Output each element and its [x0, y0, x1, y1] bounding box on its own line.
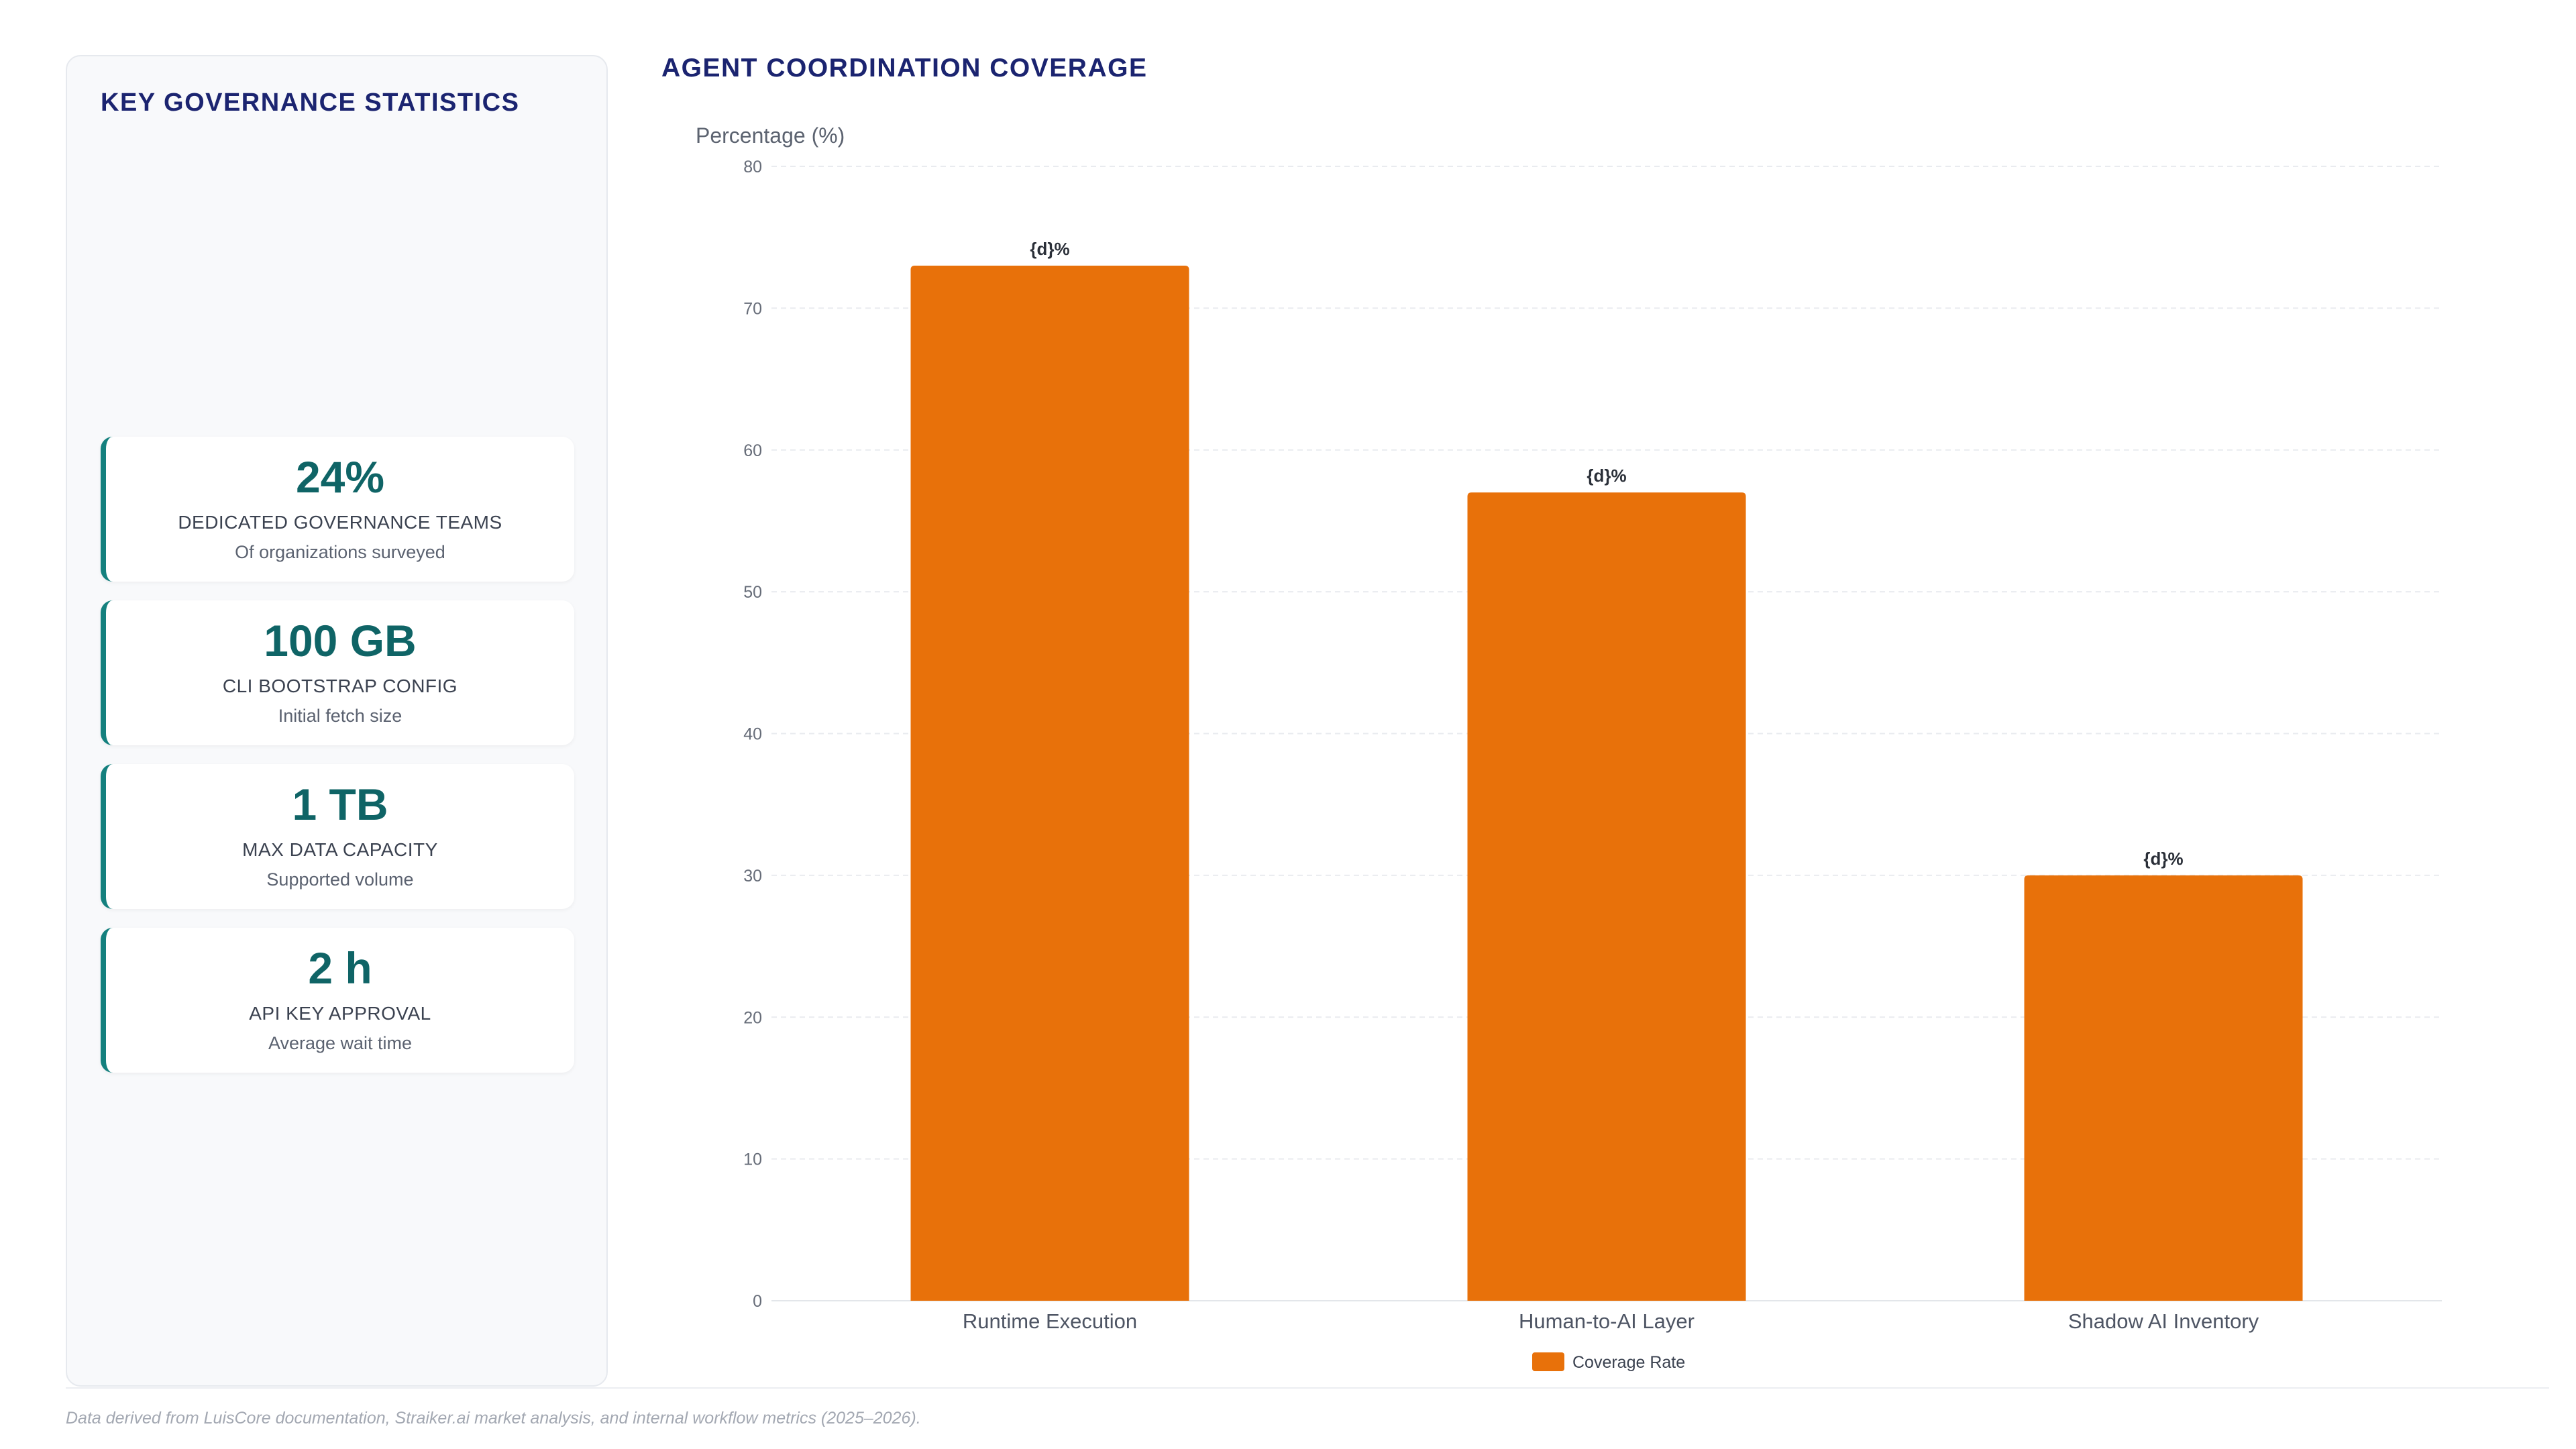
stat-subtext: Initial fetch size: [278, 706, 402, 726]
chart-title: AGENT COORDINATION COVERAGE: [661, 54, 1148, 83]
stat-card-governance-teams: 24% DEDICATED GOVERNANCE TEAMS Of organi…: [101, 437, 574, 582]
x-category-label: Human-to-AI Layer: [1519, 1309, 1695, 1333]
y-tick-label: 70: [743, 299, 762, 318]
bar-data-label: {d}%: [1030, 239, 1069, 259]
stat-value: 24%: [295, 452, 385, 502]
bar: [2024, 875, 2303, 1301]
source-footnote: Data derived from LuisCore documentation…: [66, 1409, 921, 1428]
stat-card-cli-bootstrap: 100 GB CLI BOOTSTRAP CONFIG Initial fetc…: [101, 600, 574, 745]
stat-value: 1 TB: [292, 780, 388, 829]
legend-label: Coverage Rate: [1572, 1353, 1685, 1372]
stat-card-max-capacity: 1 TB MAX DATA CAPACITY Supported volume: [101, 764, 574, 909]
stat-label: DEDICATED GOVERNANCE TEAMS: [178, 512, 502, 533]
stat-subtext: Average wait time: [268, 1033, 413, 1053]
bar: [1467, 492, 1746, 1301]
bar-data-label: {d}%: [1587, 466, 1626, 486]
y-tick-label: 30: [743, 867, 762, 885]
stat-label: CLI BOOTSTRAP CONFIG: [222, 676, 458, 696]
governance-stats-panel: KEY GOVERNANCE STATISTICS 24% DEDICATED …: [66, 55, 608, 1387]
stat-subtext: Supported volume: [266, 869, 414, 890]
x-category-label: Shadow AI Inventory: [2068, 1309, 2259, 1333]
stat-card-api-key-approval: 2 h API KEY APPROVAL Average wait time: [101, 928, 574, 1073]
legend-swatch: [1532, 1352, 1564, 1371]
stat-value: 100 GB: [264, 616, 417, 665]
x-category-label: Runtime Execution: [963, 1309, 1137, 1333]
stat-label: MAX DATA CAPACITY: [242, 839, 438, 860]
footer-divider: [66, 1387, 2549, 1389]
y-tick-label: 60: [743, 441, 762, 460]
y-tick-label: 50: [743, 583, 762, 602]
stat-label: API KEY APPROVAL: [249, 1003, 431, 1024]
stats-panel-title: KEY GOVERNANCE STATISTICS: [101, 89, 520, 117]
stat-subtext: Of organizations surveyed: [235, 542, 445, 562]
y-tick-label: 0: [753, 1292, 762, 1311]
bar-data-label: {d}%: [2143, 849, 2183, 869]
y-tick-label: 40: [743, 725, 762, 744]
y-axis-label: Percentage (%): [696, 123, 845, 148]
y-tick-label: 80: [743, 158, 762, 176]
y-tick-label: 10: [743, 1150, 762, 1169]
stat-value: 2 h: [308, 943, 372, 993]
y-tick-label: 20: [743, 1008, 762, 1027]
bar: [910, 265, 1189, 1301]
